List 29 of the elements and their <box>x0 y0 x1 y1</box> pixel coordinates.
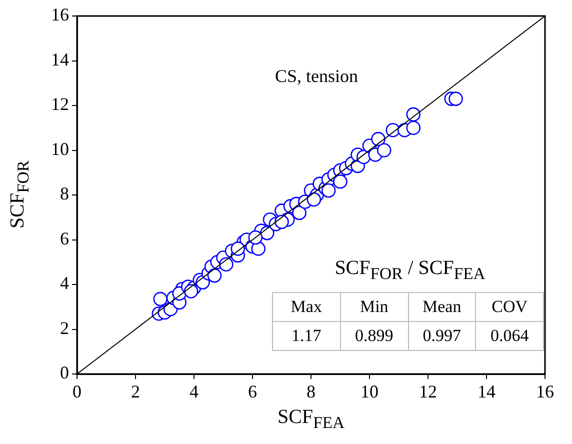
y-tick-label: 4 <box>60 273 69 294</box>
x-tick-label: 10 <box>360 382 378 402</box>
annotation: 0.997 <box>408 322 476 350</box>
x-axis-title: SCF$_{FEA}$ <box>276 406 346 433</box>
x-tick-label: 2 <box>131 382 140 402</box>
x-tick-label: 14 <box>478 382 496 402</box>
y-tick-label: 16 <box>51 4 69 25</box>
x-tick-label: 4 <box>190 382 198 402</box>
annotation: SCF$_{FOR}$ / SCF$_{FEA}$ <box>334 257 486 284</box>
x-tick-label: 12 <box>419 382 437 402</box>
annotation: Max <box>272 292 340 322</box>
annotation: CS, tension <box>275 66 358 87</box>
annotation: Mean <box>408 292 476 322</box>
annotation: COV <box>476 292 544 322</box>
x-tick-label: 0 <box>72 382 82 402</box>
x-tick-label: 16 <box>536 382 554 402</box>
annotation: Min <box>340 292 408 322</box>
y-tick-label: 0 <box>60 362 69 383</box>
x-tick-label: 6 <box>248 382 257 402</box>
annotation: 1.17 <box>272 322 340 350</box>
annotation: 0.899 <box>340 322 408 350</box>
annotation: 0.064 <box>476 322 544 350</box>
y-tick-label: 14 <box>51 49 69 70</box>
y-tick-label: 2 <box>60 318 69 338</box>
x-tick-label: 8 <box>306 382 316 402</box>
y-tick-label: 8 <box>60 184 69 204</box>
y-tick-label: 12 <box>51 94 69 114</box>
y-tick-label: 10 <box>51 138 69 159</box>
y-tick-label: 6 <box>60 228 69 248</box>
